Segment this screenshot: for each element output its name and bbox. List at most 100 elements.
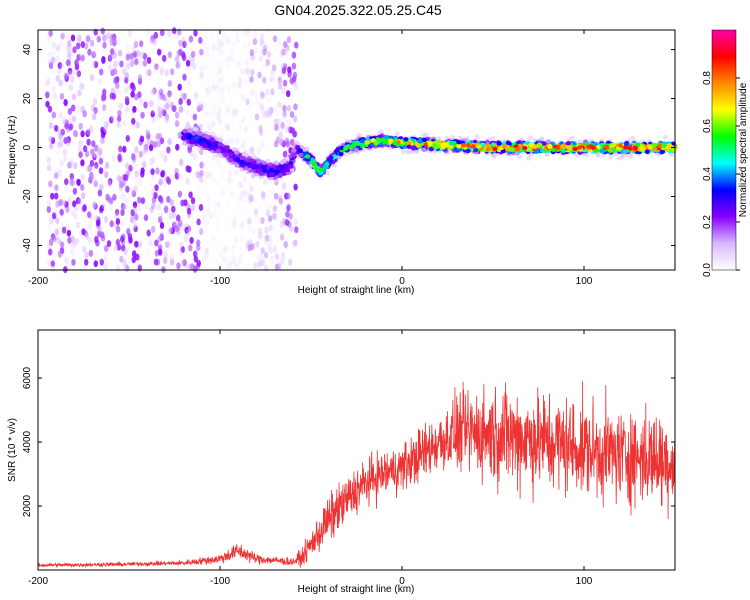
spectrogram-ridge-mark [528, 142, 534, 148]
spectrogram-noise-mark [236, 60, 241, 68]
spectrogram-noise-mark [260, 191, 266, 199]
spectrogram-noise-mark [230, 137, 235, 145]
spectrogram-noise-mark [57, 62, 63, 70]
spectrogram-noise-mark [90, 148, 95, 156]
spectrogram-noise-mark [160, 66, 165, 73]
spectrogram-noise-mark [223, 30, 228, 38]
spectrogram-noise-mark [129, 60, 135, 67]
spectrogram-noise-mark [120, 192, 125, 200]
spectrogram-noise-mark [113, 212, 118, 220]
colorbar-tick-label: 0.0 [702, 263, 713, 277]
spectrogram-noise-mark [215, 112, 220, 120]
spectrogram-noise-mark [238, 181, 244, 189]
spectrogram-noise-mark [240, 142, 246, 150]
spectrogram-haze-mark [474, 134, 480, 139]
spectrogram-noise-mark [255, 255, 261, 263]
spectrogram-noise-mark [54, 124, 59, 132]
spectrogram-noise-mark [268, 246, 273, 254]
spectrogram-noise-mark [74, 59, 79, 67]
spectrogram-noise-mark [293, 83, 299, 91]
spectrogram-noise-mark [162, 199, 167, 207]
spectrogram-noise-mark [167, 51, 172, 59]
spectrogram-ridge-mark [555, 144, 561, 150]
spectrogram-ridge-mark [181, 141, 187, 146]
spectrogram-noise-mark [150, 88, 155, 96]
spectrogram-noise-mark [214, 51, 219, 59]
spectrogram-noise-mark [231, 81, 236, 89]
spectrogram-noise-mark [96, 35, 102, 43]
spectrogram-noise-mark [58, 42, 63, 50]
spectrogram-noise-mark [91, 51, 97, 59]
spectrogram-noise-mark [215, 85, 220, 93]
spectrogram-noise-mark [261, 194, 266, 201]
spectrogram-ridge-mark [239, 156, 245, 161]
spectrogram-noise-mark [155, 167, 160, 175]
spectrogram-noise-mark [130, 90, 135, 98]
spectrogram-noise-mark [231, 244, 236, 252]
spectrogram-noise-mark [224, 260, 229, 268]
spectrogram-noise-mark [148, 33, 154, 40]
colorbar-tick-label: 0.8 [702, 71, 713, 85]
spectrogram-ridge-mark [201, 137, 207, 142]
spectrogram-noise-mark [276, 263, 282, 270]
spectrogram-noise-mark [242, 190, 248, 198]
spectrogram-noise-mark [92, 50, 98, 58]
spectrogram-noise-mark [259, 259, 264, 267]
spectrogram-noise-mark [258, 125, 263, 133]
spectrogram-noise-mark [164, 116, 169, 124]
spectrogram-noise-mark [287, 66, 292, 74]
spectrogram-noise-mark [125, 105, 130, 113]
spectrogram-ridge-mark [256, 159, 262, 164]
spectrogram-noise-mark [51, 68, 56, 76]
spectrogram-noise-mark [233, 169, 238, 177]
spectrogram-noise-mark [215, 217, 220, 225]
spectrogram-noise-mark [253, 208, 259, 216]
spectrogram-noise-mark [47, 51, 53, 59]
spectrogram-noise-mark [259, 44, 264, 52]
spectrogram-noise-mark [205, 61, 210, 69]
spectrogram-ridge-mark [209, 137, 215, 142]
spectrogram-noise-mark [192, 153, 197, 161]
spectrogram-ridge-mark [234, 157, 240, 162]
spectrogram-noise-mark [134, 240, 139, 248]
spectrogram-noise-mark [139, 213, 145, 220]
spectrogram-noise-mark [179, 159, 184, 167]
spectrogram-noise-mark [204, 248, 210, 255]
spectrogram-noise-mark [182, 93, 187, 100]
spectrogram-noise-mark [167, 138, 172, 146]
spectrogram-noise-mark [201, 161, 207, 169]
spectrogram-noise-mark [236, 204, 241, 212]
spectrogram-noise-mark [238, 209, 244, 217]
spectrogram-ridge-mark [228, 152, 234, 157]
spectrogram-noise-mark [232, 123, 238, 131]
spectrogram-noise-mark [115, 225, 121, 233]
spectrogram-ridge-mark [253, 164, 259, 169]
spectrogram-noise-mark [238, 181, 243, 189]
spectrogram-noise-mark [134, 58, 139, 66]
spectrogram-noise-mark [151, 202, 156, 210]
spectrogram-noise-mark [125, 42, 130, 50]
spectrogram-ridge-mark [421, 147, 427, 152]
spectrogram-noise-mark [269, 76, 274, 83]
spectrogram-noise-mark [123, 248, 128, 255]
spectrogram-noise-mark [216, 83, 221, 91]
spectrogram-noise-mark [286, 104, 292, 112]
spectrogram-noise-mark [240, 93, 246, 101]
spectrogram-noise-mark [97, 189, 103, 197]
spectrogram-y-tick-label: 0 [22, 144, 33, 150]
spectrogram-noise-mark [58, 111, 63, 119]
spectrogram-noise-mark [200, 241, 205, 248]
spectrogram-ridge-mark [202, 143, 208, 149]
spectrogram-noise-mark [293, 218, 298, 226]
spectrogram-noise-mark [253, 90, 258, 98]
spectrogram-noise-mark [237, 77, 243, 84]
spectrogram-noise-mark [110, 114, 116, 122]
spectrogram-haze-mark [517, 154, 522, 160]
spectrogram-noise-mark [144, 203, 149, 211]
spectrogram-ridge-mark [526, 147, 533, 152]
spectrogram-noise-mark [97, 78, 103, 86]
spectrogram-noise-mark [289, 111, 295, 118]
spectrogram-noise-mark [186, 79, 192, 87]
spectrogram-noise-mark [146, 27, 152, 35]
spectrogram-noise-mark [125, 53, 130, 61]
